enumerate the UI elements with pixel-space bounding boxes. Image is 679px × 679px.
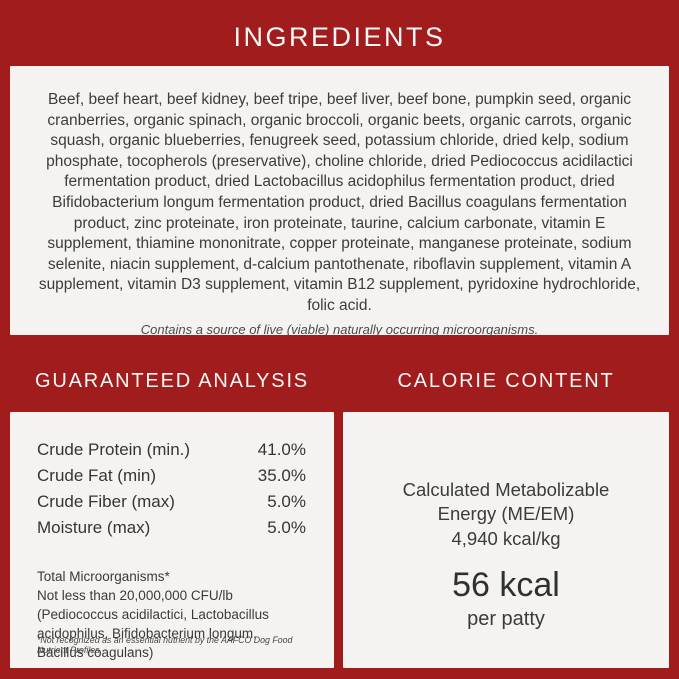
calorie-content-section-title: CALORIE CONTENT [397,370,615,392]
total-microorganisms-block: Total Microorganisms* Not less than 20,0… [37,568,306,662]
nutrient-value: 5.0% [267,492,306,511]
nutrient-label: Crude Protein (min.) [37,440,191,459]
total-microorganisms-title: Total Microorganisms* [37,569,170,584]
kcal-per-patty-unit: per patty [467,608,545,631]
table-row: Crude Protein (min.) 41.0% [37,437,306,463]
nutrient-label: Crude Fiber (max) [37,492,175,511]
calorie-content-panel: Calculated Metabolizable Energy (ME/EM) … [343,412,669,668]
nutrient-value: 35.0% [257,466,306,485]
guaranteed-analysis-panel: Crude Protein (min.) 41.0% Crude Fat (mi… [10,412,334,668]
table-row: Moisture (max) 5.0% [37,515,306,541]
table-row: Crude Fat (min) 35.0% [37,463,306,489]
table-row: Crude Fiber (max) 5.0% [37,489,306,515]
guaranteed-analysis-table: Crude Protein (min.) 41.0% Crude Fat (mi… [37,437,306,541]
ingredients-microorganisms-note: Contains a source of live (viable) natur… [140,321,539,337]
nutrient-label: Crude Fat (min) [37,466,157,485]
ingredients-list-text: Beef, beef heart, beef kidney, beef trip… [38,91,641,315]
nutrient-label: Moisture (max) [37,518,151,537]
metabolizable-energy-value: 4,940 kcal/kg [451,527,561,549]
ingredients-panel: Beef, beef heart, beef kidney, beef trip… [10,66,669,337]
nutrient-value: 41.0% [257,440,306,459]
ingredients-section-title: INGREDIENTS [233,22,446,52]
aafco-footnote: *Not recognized as an essential nutrient… [37,635,293,655]
nutrient-value: 5.0% [267,518,306,537]
metabolizable-energy-label: Calculated Metabolizable Energy (ME/EM) [402,479,610,525]
total-microorganisms-text: Not less than 20,000,000 CFU/lb (Pedioco… [37,587,269,660]
kcal-per-patty-value: 56 kcal [452,566,560,605]
guaranteed-analysis-section-title: GUARANTEED ANALYSIS [35,370,309,392]
